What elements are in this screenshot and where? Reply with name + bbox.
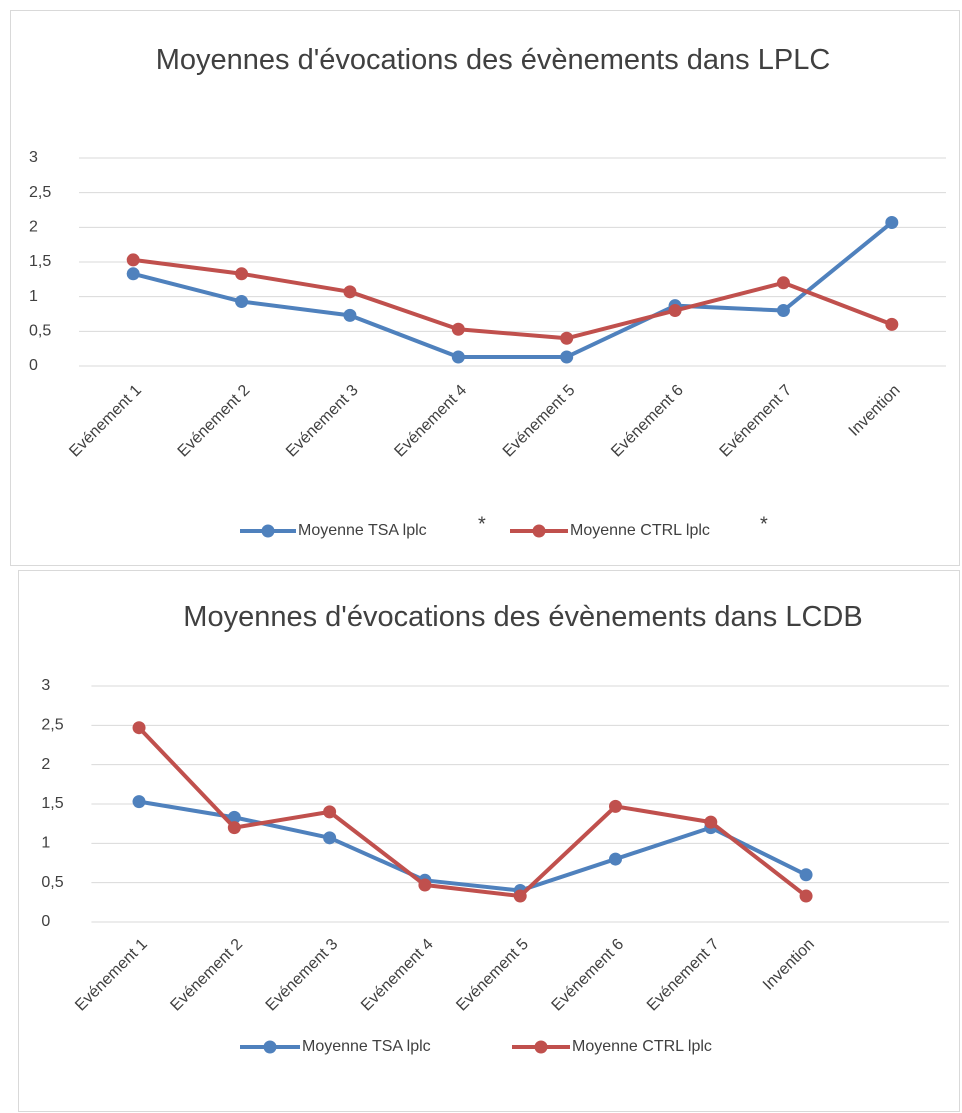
x-tick-label: Evénement 7 xyxy=(644,936,723,1015)
x-tick-label: Evénement 3 xyxy=(283,382,362,461)
legend-marker xyxy=(261,524,275,538)
series-line xyxy=(132,257,893,341)
x-tick-label: Evénement 6 xyxy=(549,936,628,1015)
y-tick-label: 0,5 xyxy=(29,323,51,340)
chart-frame xyxy=(18,570,960,1112)
y-tick-label: 1,5 xyxy=(41,795,63,812)
y-tick-label: 2 xyxy=(29,219,38,236)
data-point xyxy=(776,276,790,290)
x-tick-label: Evénement 2 xyxy=(167,936,246,1015)
y-tick-label: 2,5 xyxy=(41,717,63,734)
series-line xyxy=(138,799,807,893)
y-tick-label: 1 xyxy=(29,288,38,305)
data-point xyxy=(343,308,357,322)
x-tick-label: Evénement 3 xyxy=(263,936,342,1015)
annotation: * xyxy=(478,513,486,535)
data-point xyxy=(608,852,622,866)
x-tick-label: Evénement 6 xyxy=(608,382,687,461)
legend-label: Moyenne CTRL lplc xyxy=(570,522,710,539)
data-point xyxy=(323,805,337,819)
y-tick-label: 0,5 xyxy=(41,874,63,891)
data-point xyxy=(227,810,241,824)
y-tick-label: 3 xyxy=(41,677,50,694)
data-point xyxy=(132,721,146,735)
x-tick-label: Evénement 5 xyxy=(453,936,532,1015)
y-tick-label: 1,5 xyxy=(29,253,51,270)
data-point xyxy=(799,889,813,903)
x-tick-label: Invention xyxy=(760,936,818,994)
x-tick-label: Evénement 4 xyxy=(391,382,470,461)
x-tick-label: Invention xyxy=(846,382,904,440)
data-point xyxy=(560,331,574,345)
y-tick-label: 0 xyxy=(29,357,38,374)
series-line xyxy=(137,726,808,899)
data-point xyxy=(799,868,813,882)
data-point xyxy=(560,350,574,364)
data-point xyxy=(343,285,357,299)
x-tick-label: Evénement 4 xyxy=(358,936,437,1015)
legend-label: Moyenne TSA lplc xyxy=(302,1038,431,1055)
data-point xyxy=(885,317,899,331)
chart-title: Moyennes d'évocations des évènements dan… xyxy=(183,601,863,633)
legend-marker xyxy=(263,1040,277,1054)
data-point xyxy=(323,831,337,845)
legend-marker xyxy=(534,1040,548,1054)
chart-title: Moyennes d'évocations des évènements dan… xyxy=(155,44,831,76)
data-point xyxy=(126,253,140,267)
data-point xyxy=(451,322,465,336)
y-tick-label: 3 xyxy=(29,149,38,166)
data-point xyxy=(235,267,249,281)
data-point xyxy=(885,215,899,229)
data-point xyxy=(235,295,249,309)
data-point xyxy=(418,878,432,892)
x-tick-label: Evénement 2 xyxy=(175,382,254,461)
x-tick-label: Evénement 1 xyxy=(72,936,151,1015)
data-point xyxy=(513,889,527,903)
x-tick-label: Evénement 7 xyxy=(717,382,796,461)
x-tick-label: Evénement 1 xyxy=(66,382,145,461)
data-point xyxy=(704,815,718,829)
y-tick-label: 2,5 xyxy=(29,184,51,201)
annotation: * xyxy=(760,513,768,535)
legend-label: Moyenne TSA lplc xyxy=(298,522,427,539)
data-point xyxy=(668,304,682,318)
y-tick-label: 2 xyxy=(41,756,50,773)
y-tick-label: 1 xyxy=(41,835,50,852)
legend-label: Moyenne CTRL lplc xyxy=(572,1038,712,1055)
data-point xyxy=(132,795,146,809)
x-tick-label: Evénement 5 xyxy=(500,382,579,461)
data-point xyxy=(227,821,241,835)
data-point xyxy=(608,799,622,813)
data-point xyxy=(126,267,140,281)
series-line xyxy=(132,220,894,359)
data-point xyxy=(451,350,465,364)
y-tick-label: 0 xyxy=(41,913,50,930)
chart-frame xyxy=(10,10,960,566)
legend-marker xyxy=(532,524,546,538)
data-point xyxy=(776,304,790,318)
